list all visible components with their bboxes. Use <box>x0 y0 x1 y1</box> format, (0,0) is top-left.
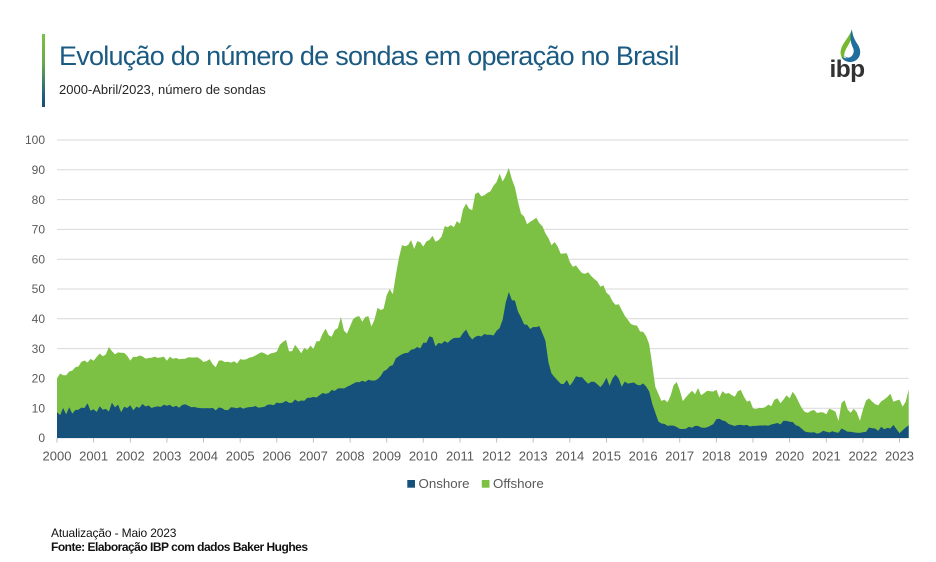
svg-text:2006: 2006 <box>262 449 291 464</box>
svg-text:Onshore: Onshore <box>419 476 470 491</box>
svg-text:2003: 2003 <box>152 449 181 464</box>
svg-text:60: 60 <box>32 252 46 266</box>
svg-text:70: 70 <box>32 223 46 237</box>
svg-text:2007: 2007 <box>299 449 328 464</box>
svg-text:2001: 2001 <box>79 449 108 464</box>
svg-text:2013: 2013 <box>519 449 548 464</box>
svg-text:Offshore: Offshore <box>493 476 544 491</box>
svg-text:40: 40 <box>32 312 46 326</box>
svg-text:2014: 2014 <box>555 449 584 464</box>
svg-text:2015: 2015 <box>592 449 621 464</box>
svg-text:2022: 2022 <box>848 449 877 464</box>
svg-text:90: 90 <box>32 163 46 177</box>
svg-text:30: 30 <box>32 342 46 356</box>
svg-text:2000: 2000 <box>43 449 72 464</box>
svg-text:2002: 2002 <box>116 449 145 464</box>
svg-text:2016: 2016 <box>629 449 658 464</box>
svg-text:0: 0 <box>38 431 45 445</box>
svg-text:2021: 2021 <box>812 449 841 464</box>
svg-text:2020: 2020 <box>775 449 804 464</box>
svg-text:ibp: ibp <box>830 56 865 83</box>
svg-text:2005: 2005 <box>226 449 255 464</box>
svg-text:100: 100 <box>25 133 45 147</box>
svg-text:2008: 2008 <box>336 449 365 464</box>
svg-text:80: 80 <box>32 193 46 207</box>
svg-text:2019: 2019 <box>739 449 768 464</box>
svg-text:2023: 2023 <box>885 449 914 464</box>
svg-text:2018: 2018 <box>702 449 731 464</box>
svg-text:2009: 2009 <box>372 449 401 464</box>
svg-text:2012: 2012 <box>482 449 511 464</box>
svg-text:2017: 2017 <box>665 449 694 464</box>
svg-text:2004: 2004 <box>189 449 218 464</box>
svg-text:50: 50 <box>32 282 46 296</box>
svg-text:10: 10 <box>32 401 46 415</box>
svg-text:2010: 2010 <box>409 449 438 464</box>
svg-text:2011: 2011 <box>446 449 474 464</box>
svg-text:20: 20 <box>32 372 46 386</box>
